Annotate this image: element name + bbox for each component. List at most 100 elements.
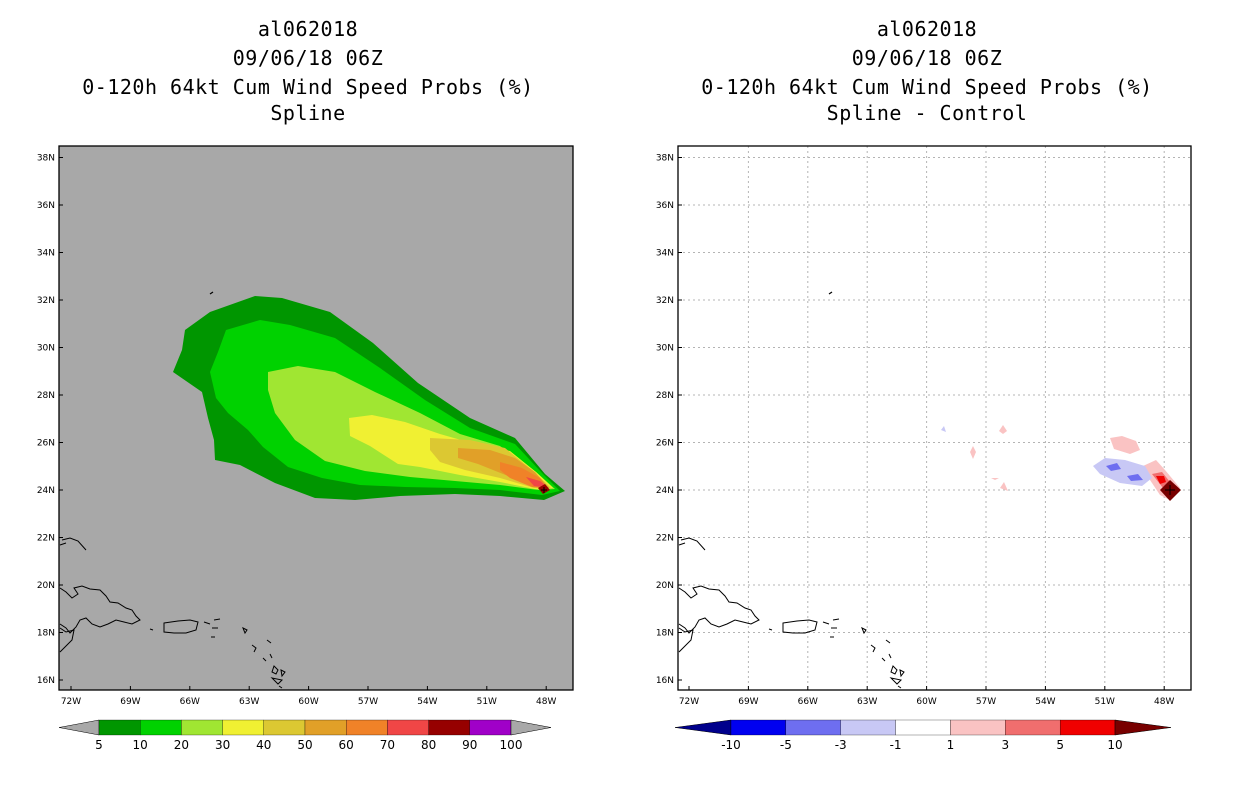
lat-label-38N: 38N	[656, 154, 674, 164]
colorbar-segment	[1005, 719, 1061, 736]
colorbar-low-arrow	[58, 719, 100, 736]
colorbar-label-1: 1	[947, 738, 955, 752]
lon-label-57W: 57W	[976, 697, 996, 707]
storm-position-marker	[1165, 485, 1175, 495]
colorbar-segment	[346, 719, 388, 736]
lat-label-38N: 38N	[37, 154, 55, 164]
colorbar-label--10: -10	[721, 738, 741, 752]
colorbar-label-5: 5	[1056, 738, 1064, 752]
colorbar-label-70: 70	[380, 738, 395, 752]
lat-label-26N: 26N	[37, 439, 55, 449]
lon-label-54W: 54W	[417, 697, 437, 707]
colorbar-label--3: -3	[835, 738, 847, 752]
left-panel-title: al062018 09/06/18 06Z 0-120h 64kt Cum Wi…	[28, 15, 588, 128]
colorbar-segment	[469, 719, 512, 736]
lat-label-28N: 28N	[656, 391, 674, 401]
lat-label-30N: 30N	[656, 344, 674, 354]
right-colorbar: -10 -5 -3 -1 1 3 5 10	[674, 719, 1172, 752]
right-axis-ticks: 16N 18N 20N 22N 24N 26N 28N 30N 32N 34N 36N 38N 72W 6…	[656, 154, 1175, 708]
lat-label-34N: 34N	[37, 249, 55, 259]
colorbar-label--5: -5	[780, 738, 792, 752]
lon-label-66W: 66W	[180, 697, 200, 707]
lon-label-60W: 60W	[916, 697, 936, 707]
probability-contours	[59, 291, 565, 689]
colorbar-segment	[785, 719, 841, 736]
lat-label-30N: 30N	[37, 344, 55, 354]
colorbar-label-90: 90	[462, 738, 477, 752]
diff-pos-1-small-a	[999, 425, 1007, 434]
storm-id: al062018	[876, 17, 978, 41]
lon-label-63W: 63W	[239, 697, 259, 707]
colorbar-segment	[98, 719, 141, 736]
colorbar-label-60: 60	[339, 738, 354, 752]
lat-label-32N: 32N	[37, 296, 55, 306]
colorbar-label-100: 100	[500, 738, 523, 752]
colorbar-low-arrow	[674, 719, 732, 736]
lon-label-51W: 51W	[1095, 697, 1115, 707]
lon-label-57W: 57W	[358, 697, 378, 707]
lat-label-16N: 16N	[656, 676, 674, 686]
colorbar-segment	[181, 719, 223, 736]
colorbar-label-5: 5	[95, 738, 103, 752]
lon-label-69W: 69W	[120, 697, 140, 707]
lat-label-20N: 20N	[656, 581, 674, 591]
gridlines	[678, 146, 1191, 690]
lat-label-16N: 16N	[37, 676, 55, 686]
lat-label-24N: 24N	[37, 486, 55, 496]
left-axis-ticks: 16N 18N 20N 22N 24N 26N 28N 30N 32N 34N 36N 38N 72W 6…	[37, 154, 557, 708]
colorbar-segment	[840, 719, 896, 736]
right-map: 16N 18N 20N 22N 24N 26N 28N 30N 32N 34N 36N 38N 72W 6…	[656, 145, 1192, 708]
lat-label-36N: 36N	[37, 201, 55, 211]
colorbar-segment	[140, 719, 182, 736]
colorbar-segment	[1059, 719, 1116, 736]
left-map: 16N 18N 20N 22N 24N 26N 28N 30N 32N 34N 36N 38N 72W 6…	[37, 145, 574, 708]
diff-pos-1-small-d	[991, 478, 999, 480]
colorbar-label-30: 30	[215, 738, 230, 752]
lon-label-48W: 48W	[1154, 697, 1174, 707]
colorbar-high-arrow	[510, 719, 552, 736]
lon-label-51W: 51W	[477, 697, 497, 707]
colorbar-segment	[222, 719, 264, 736]
colorbar-label--1: -1	[890, 738, 902, 752]
lat-label-22N: 22N	[37, 534, 55, 544]
colorbar-label-40: 40	[256, 738, 271, 752]
panel-subtitle: Spline - Control	[826, 101, 1028, 125]
colorbar-label-3: 3	[1001, 738, 1009, 752]
colorbar-label-80: 80	[421, 738, 436, 752]
colorbar-label-10: 10	[1107, 738, 1122, 752]
lat-label-18N: 18N	[37, 629, 55, 639]
diff-pos-1-small-c	[1000, 482, 1008, 491]
lat-label-18N: 18N	[656, 629, 674, 639]
colorbar-label-10: 10	[133, 738, 148, 752]
diff-pos-1-small-b	[970, 446, 976, 459]
colorbar-segment	[895, 719, 951, 736]
lat-label-26N: 26N	[656, 439, 674, 449]
lon-label-66W: 66W	[798, 697, 818, 707]
lat-label-22N: 22N	[656, 534, 674, 544]
diff-neg-3-b	[1127, 474, 1143, 481]
storm-id: al062018	[257, 17, 359, 41]
difference-contours	[678, 291, 1181, 689]
diff-neg-1-small	[941, 426, 946, 432]
colorbar-segment	[304, 719, 347, 736]
lon-label-69W: 69W	[738, 697, 758, 707]
lon-label-48W: 48W	[536, 697, 556, 707]
lon-label-63W: 63W	[857, 697, 877, 707]
colorbar-label-50: 50	[297, 738, 312, 752]
diff-pos-5	[1156, 476, 1166, 484]
map-frame	[677, 145, 1192, 691]
datetime: 09/06/18 06Z	[232, 46, 384, 70]
map-frame	[58, 145, 574, 691]
diff-pos-1-a	[1110, 436, 1140, 454]
product-title: 0-120h 64kt Cum Wind Speed Probs (%)	[701, 75, 1153, 99]
diff-neg-3-a	[1106, 463, 1121, 471]
lat-label-32N: 32N	[656, 296, 674, 306]
map-background	[678, 146, 1191, 690]
colorbar-segment	[950, 719, 1006, 736]
lon-label-60W: 60W	[298, 697, 318, 707]
colorbar-segment	[263, 719, 306, 736]
storm-position-marker	[541, 487, 547, 493]
datetime: 09/06/18 06Z	[851, 46, 1003, 70]
colorbar-high-arrow	[1114, 719, 1172, 736]
